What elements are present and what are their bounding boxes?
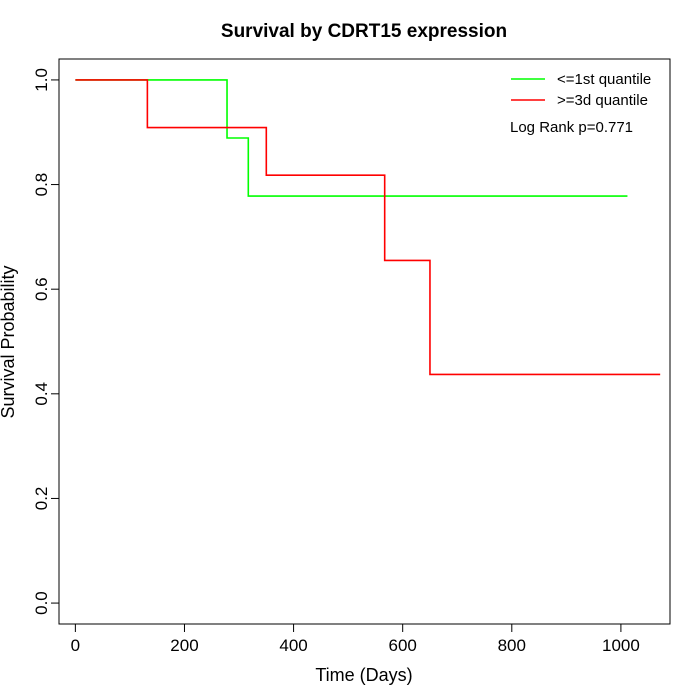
x-tick-label: 1000: [602, 636, 640, 655]
y-tick-label: 0.6: [32, 277, 51, 301]
x-tick-label: 0: [71, 636, 80, 655]
y-tick-label: 0.8: [32, 173, 51, 197]
legend-label-1: <=1st quantile: [557, 71, 651, 88]
chart-title: Survival by CDRT15 expression: [221, 21, 507, 42]
x-tick-label: 600: [389, 636, 417, 655]
y-tick-label: 0.4: [32, 382, 51, 406]
legend: <=1st quantile >=3d quantile: [511, 71, 651, 109]
log-rank-annotation: Log Rank p=0.771: [510, 119, 633, 136]
y-axis: 0.0 0.2 0.4 0.6 0.8 1.0: [32, 68, 60, 615]
x-tick-label: 400: [279, 636, 307, 655]
y-axis-label: Survival Probability: [0, 265, 18, 418]
legend-label-2: >=3d quantile: [557, 92, 648, 109]
y-tick-label: 0.0: [32, 591, 51, 615]
x-tick-label: 200: [170, 636, 198, 655]
x-axis: 0 200 400 600 800 1000: [71, 623, 640, 655]
series-line-1: [75, 79, 628, 197]
x-axis-label: Time (Days): [315, 665, 412, 685]
series-line-2: [75, 79, 661, 376]
y-tick-label: 1.0: [32, 68, 51, 92]
y-tick-label: 0.2: [32, 487, 51, 511]
series-layer: [75, 79, 661, 376]
x-tick-label: 800: [498, 636, 526, 655]
